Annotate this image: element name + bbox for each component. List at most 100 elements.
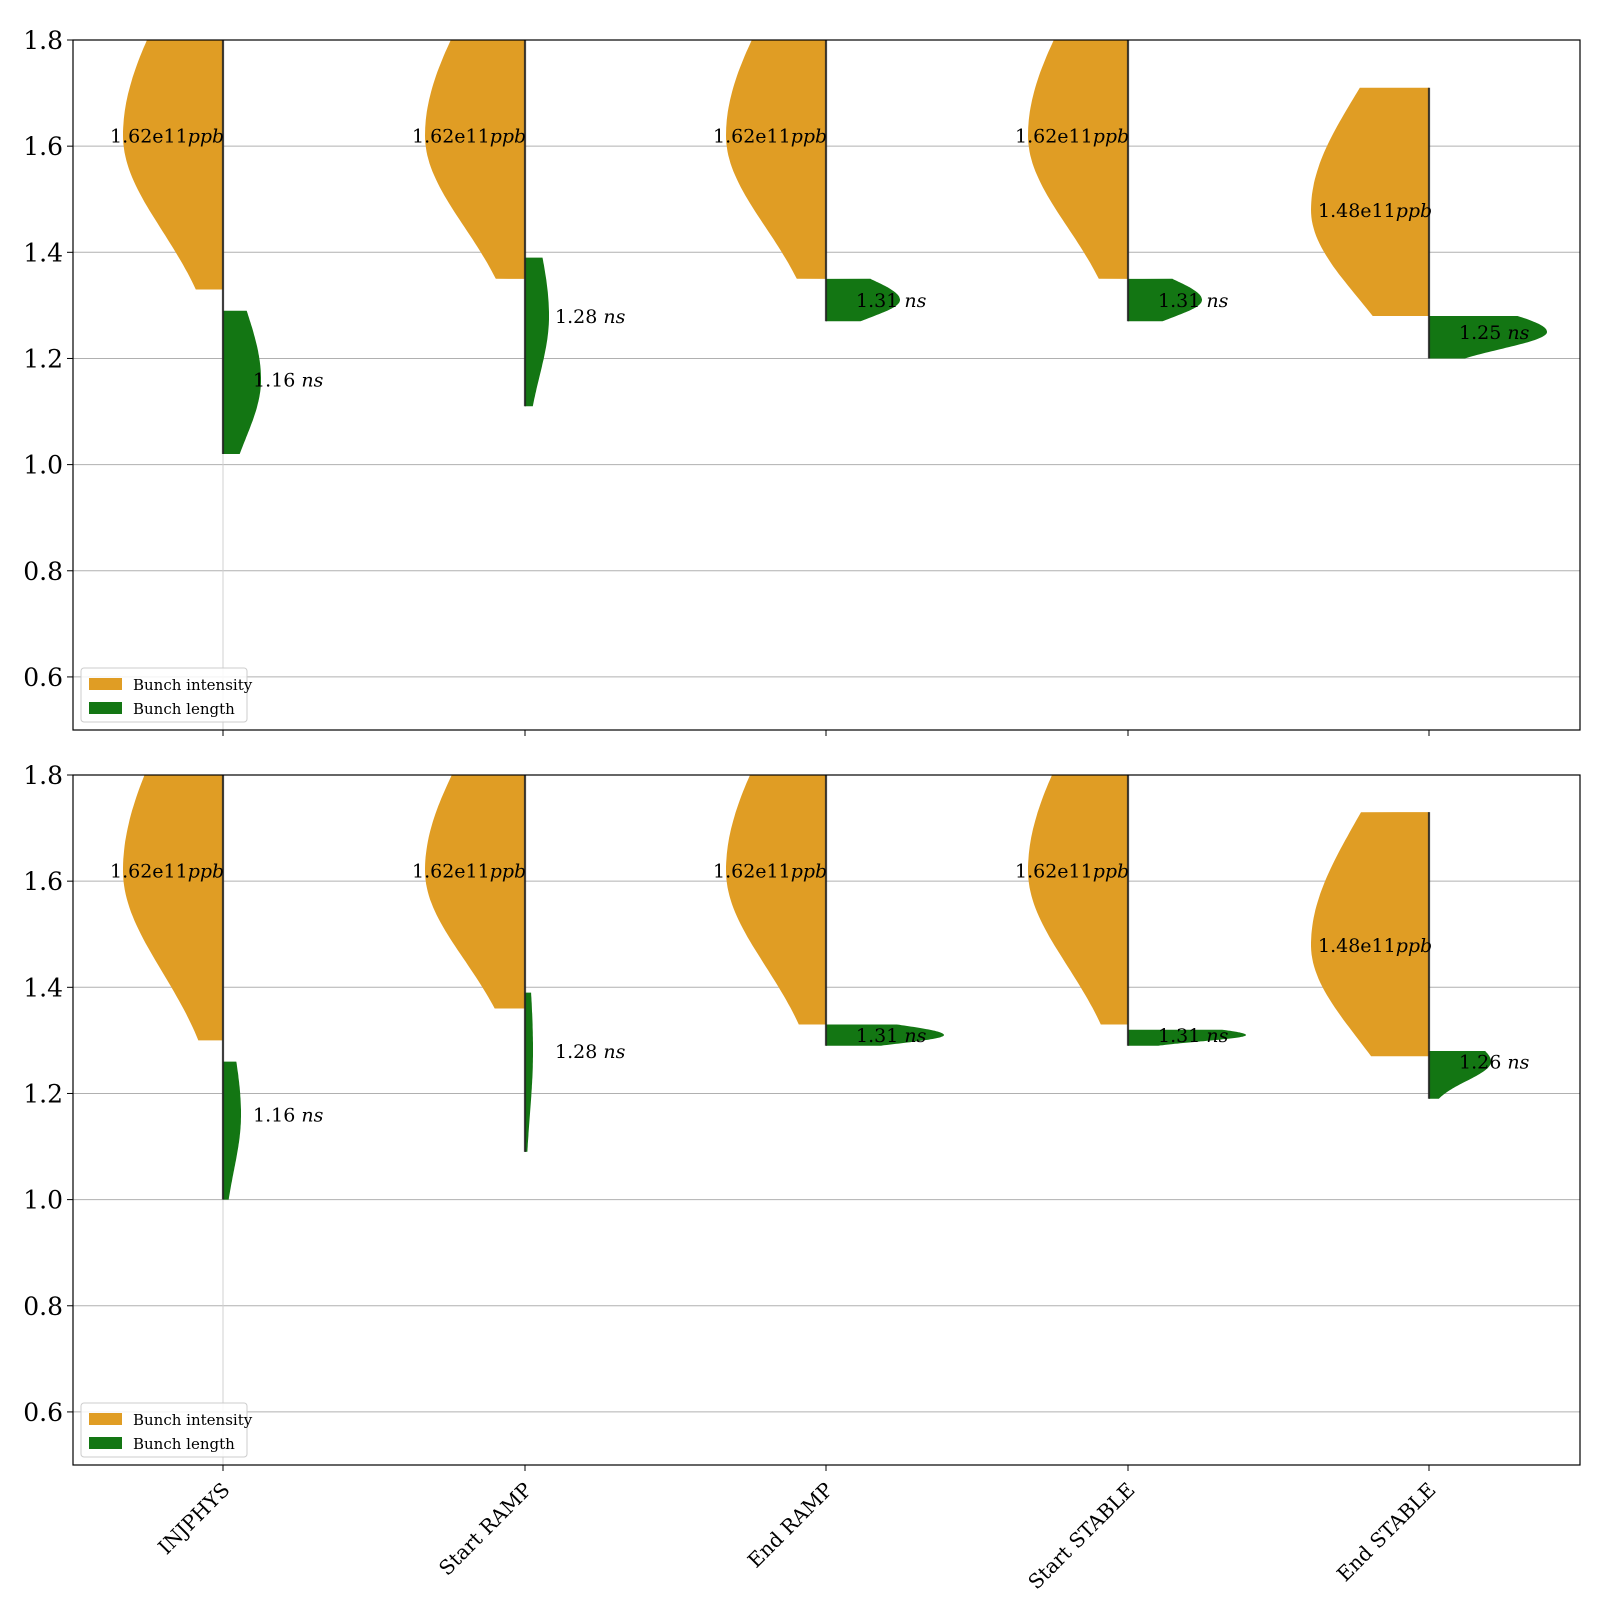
intensity-label-value: 1.62e11 — [1015, 861, 1093, 883]
y-tick-label: 0.6 — [23, 1398, 63, 1427]
intensity-label-2: 1.62e11ppb — [713, 126, 827, 148]
intensity-label-3: 1.62e11ppb — [1015, 861, 1129, 883]
length-label-value: 1.26 — [1459, 1052, 1507, 1074]
intensity-label-0: 1.62e11ppb — [110, 126, 224, 148]
length-label-value: 1.31 — [1158, 290, 1206, 312]
intensity-label-3: 1.62e11ppb — [1015, 126, 1129, 148]
intensity-label-unit: ppb — [1396, 935, 1433, 957]
length-violin-1 — [525, 257, 549, 407]
length-label-unit: ns — [603, 306, 625, 328]
intensity-label-value: 1.62e11 — [110, 126, 188, 148]
intensity-label-0: 1.62e11ppb — [110, 861, 224, 883]
length-label-2: 1.31 ns — [856, 1025, 927, 1047]
length-label-1: 1.28 ns — [555, 306, 626, 328]
intensity-label-value: 1.62e11 — [713, 861, 791, 883]
chart-panel-bottom: 0.6 0.8 1.0 1.2 1.4 1.6 1.8 INJPHYS Start RAMP En… — [23, 761, 1581, 1594]
length-violin-4 — [1429, 1051, 1491, 1099]
intensity-label-value: 1.48e11 — [1318, 200, 1396, 222]
legend-swatch-0 — [89, 1413, 122, 1425]
y-tick-label: 1.8 — [23, 761, 63, 790]
intensity-label-unit: ppb — [1396, 200, 1433, 222]
length-label-unit: ns — [1206, 290, 1228, 312]
length-label-4: 1.26 ns — [1459, 1052, 1530, 1074]
intensity-label-unit: ppb — [791, 126, 828, 148]
legend-swatch-1 — [89, 1437, 122, 1449]
y-tick-label: 1.6 — [23, 132, 63, 161]
y-tick-label: 0.8 — [23, 557, 63, 586]
length-label-unit: ns — [603, 1041, 625, 1063]
intensity-label-value: 1.62e11 — [713, 126, 791, 148]
y-tick-label: 1.8 — [23, 26, 63, 55]
intensity-violin-3 — [1028, 775, 1128, 1025]
length-violin-3 — [1128, 1029, 1246, 1046]
x-tick-label-4: End STABLE — [1332, 1478, 1441, 1587]
legend-label-0: Bunch intensity — [133, 676, 253, 694]
length-label-unit: ns — [301, 1105, 323, 1127]
length-label-value: 1.31 — [1158, 1025, 1206, 1047]
intensity-label-1: 1.62e11ppb — [412, 861, 526, 883]
legend-box — [80, 667, 248, 723]
legend-swatch-1 — [89, 702, 122, 714]
length-violin-4 — [1429, 316, 1547, 359]
length-label-value: 1.31 — [856, 1025, 904, 1047]
intensity-label-4: 1.48e11ppb — [1318, 200, 1432, 222]
length-label-value: 1.28 — [555, 1041, 603, 1063]
y-tick-label: 1.4 — [23, 973, 63, 1002]
length-label-unit: ns — [1507, 1052, 1529, 1074]
legend-label-1: Bunch length — [133, 700, 235, 718]
length-label-value: 1.25 — [1459, 322, 1507, 344]
intensity-label-unit: ppb — [791, 861, 828, 883]
length-label-value: 1.28 — [555, 306, 603, 328]
y-tick-label: 0.8 — [23, 1292, 63, 1321]
legend-label-0: Bunch intensity — [133, 1411, 253, 1429]
y-tick-label: 0.6 — [23, 663, 63, 692]
length-label-2: 1.31 ns — [856, 290, 927, 312]
length-label-unit: ns — [904, 1025, 926, 1047]
length-label-4: 1.25 ns — [1459, 322, 1530, 344]
length-label-3: 1.31 ns — [1158, 1025, 1229, 1047]
intensity-label-unit: ppb — [1093, 126, 1130, 148]
intensity-label-value: 1.62e11 — [1015, 126, 1093, 148]
length-label-1: 1.28 ns — [555, 1041, 626, 1063]
x-tick-label-1: Start RAMP — [434, 1478, 537, 1581]
intensity-label-4: 1.48e11ppb — [1318, 935, 1432, 957]
y-tick-label: 1.2 — [23, 1079, 63, 1108]
length-label-0: 1.16 ns — [253, 370, 324, 392]
x-tick-label-0: INJPHYS — [153, 1478, 234, 1559]
intensity-violin-4 — [1311, 87, 1429, 317]
intensity-violin-2 — [726, 775, 826, 1025]
axes-frame — [72, 39, 1581, 731]
y-tick-label: 1.4 — [23, 238, 63, 267]
intensity-label-1: 1.62e11ppb — [412, 126, 526, 148]
intensity-label-value: 1.62e11 — [110, 861, 188, 883]
intensity-label-unit: ppb — [188, 861, 225, 883]
length-violin-2 — [826, 1024, 944, 1046]
legend: Bunch intensity Bunch length — [80, 1402, 253, 1458]
length-label-unit: ns — [904, 290, 926, 312]
length-violin-1 — [525, 992, 533, 1152]
intensity-label-unit: ppb — [490, 861, 527, 883]
plot-area — [123, 775, 1491, 1200]
x-tick-label-2: End RAMP — [743, 1478, 838, 1573]
y-tick-label: 1.2 — [23, 344, 63, 373]
length-label-value: 1.16 — [253, 370, 301, 392]
length-label-unit: ns — [301, 370, 323, 392]
intensity-label-value: 1.48e11 — [1318, 935, 1396, 957]
intensity-violin-0 — [123, 40, 223, 290]
legend-box — [80, 1402, 248, 1458]
chart-panel-top: 0.60.81.01.21.41.61.81.62e11ppb 1.62e11pp… — [23, 26, 1581, 736]
legend-swatch-0 — [89, 678, 122, 690]
intensity-violin-3 — [1028, 40, 1128, 279]
y-tick-label: 1.0 — [23, 1186, 63, 1215]
intensity-label-value: 1.62e11 — [412, 861, 490, 883]
plot-area — [123, 40, 1547, 454]
intensity-label-unit: ppb — [490, 126, 527, 148]
length-label-unit: ns — [1507, 322, 1529, 344]
intensity-label-2: 1.62e11ppb — [713, 861, 827, 883]
length-violin-0 — [223, 1061, 241, 1200]
length-label-value: 1.31 — [856, 290, 904, 312]
length-violin-2 — [826, 278, 900, 322]
legend-label-1: Bunch length — [133, 1435, 235, 1453]
length-violin-3 — [1128, 278, 1202, 322]
